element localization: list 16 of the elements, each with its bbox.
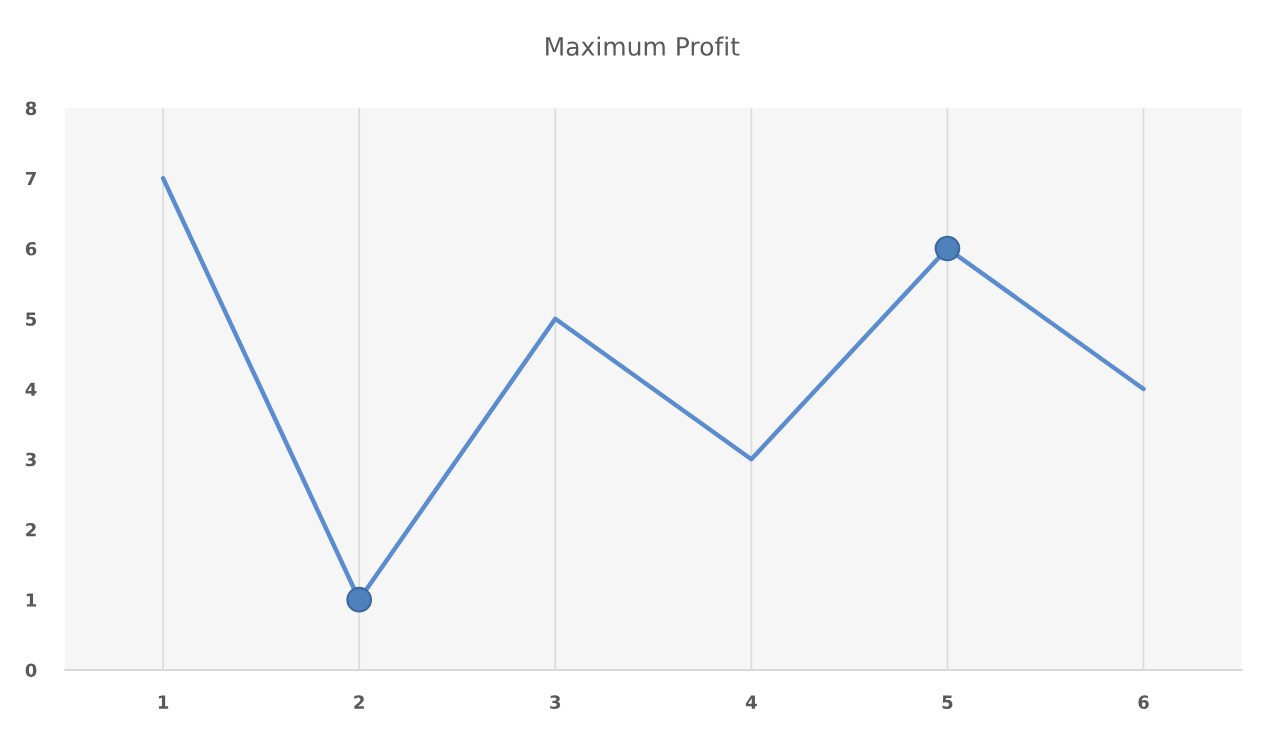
y-tick-label: 1 xyxy=(26,593,37,607)
y-tick-label: 3 xyxy=(25,452,36,467)
y-tick-label: 6 xyxy=(25,241,37,256)
x-tick-label: 3 xyxy=(550,695,561,709)
x-tick-label: 1 xyxy=(158,695,169,709)
y-tick-label: 4 xyxy=(25,382,37,396)
x-tick-label: 6 xyxy=(1138,695,1149,709)
y-tick-label: 5 xyxy=(26,312,37,326)
y-tick-label: 7 xyxy=(25,171,36,186)
y-tick-label: 2 xyxy=(26,522,36,537)
y-tick-label: 8 xyxy=(25,101,37,116)
y-tick-label: 0 xyxy=(25,663,37,678)
x-tick-label: 5 xyxy=(942,695,953,709)
x-tick-label: 2 xyxy=(354,695,364,709)
x-tick-label: 4 xyxy=(745,695,757,709)
chart-title: Maximum Profit xyxy=(546,36,740,56)
